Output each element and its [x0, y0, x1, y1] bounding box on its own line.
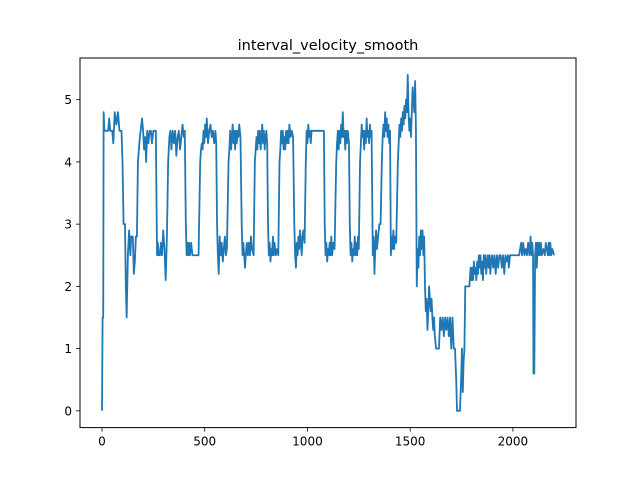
axes-frame [79, 57, 577, 429]
y-tick-label: 0 [64, 404, 72, 418]
chart-title: interval_velocity_smooth [238, 38, 419, 54]
x-tick-label: 2000 [498, 435, 529, 449]
y-tick-label: 3 [64, 218, 72, 232]
x-tick-label: 0 [98, 435, 106, 449]
x-tick-label: 1500 [395, 435, 426, 449]
x-tick-label: 500 [193, 435, 216, 449]
y-tick-label: 5 [64, 93, 72, 107]
series-line-0 [101, 73, 555, 412]
x-tick-label: 1000 [292, 435, 323, 449]
y-tick-label: 4 [64, 155, 72, 169]
y-tick-label: 2 [64, 280, 72, 294]
y-tick-label: 1 [64, 342, 72, 356]
